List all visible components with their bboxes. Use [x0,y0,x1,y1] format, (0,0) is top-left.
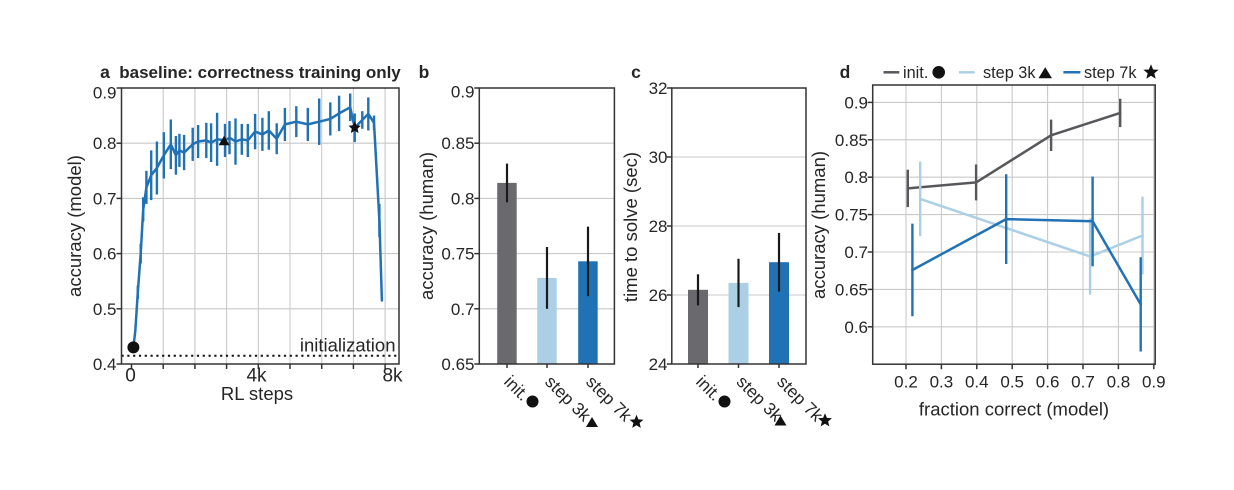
svg-text:0.4: 0.4 [93,355,117,374]
svg-text:0.8: 0.8 [93,134,117,153]
svg-text:0.3: 0.3 [930,373,954,392]
svg-text:0.65: 0.65 [835,280,868,299]
svg-text:0.8: 0.8 [451,189,475,208]
svg-text:30: 30 [649,148,668,167]
svg-text:24: 24 [649,355,668,374]
svg-text:0.8: 0.8 [844,168,868,187]
svg-text:step 7k: step 7k [1084,64,1137,82]
svg-text:a: a [100,62,110,82]
svg-text:init.: init. [903,64,928,82]
svg-text:0.8: 0.8 [1107,373,1131,392]
svg-text:8k: 8k [382,366,403,387]
svg-text:0.6: 0.6 [844,318,868,337]
svg-text:step 3k: step 3k [983,64,1036,82]
svg-text:accuracy (human): accuracy (human) [416,152,437,300]
svg-text:0.9: 0.9 [1142,373,1166,392]
svg-text:RL steps: RL steps [221,383,293,404]
svg-text:26: 26 [649,286,668,305]
svg-text:accuracy (model): accuracy (model) [64,155,85,297]
svg-text:0.7: 0.7 [93,189,117,208]
svg-text:0.75: 0.75 [441,245,474,264]
svg-text:initialization: initialization [300,335,396,356]
svg-text:time to solve (sec): time to solve (sec) [620,152,641,302]
svg-text:d: d [840,62,851,82]
svg-text:baseline: correctness training: baseline: correctness training only [119,63,401,82]
svg-text:0.5: 0.5 [93,300,117,319]
svg-text:0.85: 0.85 [835,131,868,150]
svg-text:4k: 4k [246,366,267,387]
svg-text:0.9: 0.9 [844,93,868,112]
svg-text:0.7: 0.7 [844,243,868,262]
svg-text:0.7: 0.7 [1071,373,1095,392]
svg-text:0.9: 0.9 [93,83,117,102]
svg-text:c: c [631,62,641,82]
svg-text:0.85: 0.85 [441,134,474,153]
svg-text:0.65: 0.65 [441,355,474,374]
svg-text:28: 28 [649,217,668,236]
svg-text:fraction correct (model): fraction correct (model) [919,399,1109,420]
svg-text:0.6: 0.6 [1036,373,1060,392]
svg-text:0.75: 0.75 [835,206,868,225]
svg-text:0.6: 0.6 [93,245,117,264]
svg-text:accuracy (human): accuracy (human) [808,151,829,299]
svg-text:0.9: 0.9 [451,82,475,101]
svg-text:b: b [419,62,430,82]
svg-text:0.7: 0.7 [451,300,475,319]
svg-text:32: 32 [649,79,668,98]
svg-text:0.4: 0.4 [965,373,989,392]
svg-text:0.5: 0.5 [1000,373,1024,392]
svg-text:0.2: 0.2 [894,373,918,392]
svg-text:0: 0 [125,366,136,387]
